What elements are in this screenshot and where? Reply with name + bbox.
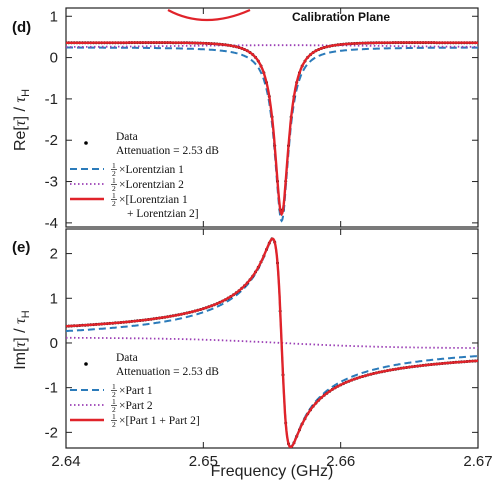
y-tick-label: -1 [45, 91, 58, 108]
legend-series-label: ×Lorentzian 1 [119, 164, 184, 176]
legend-fraction-numerator: 1 [112, 382, 116, 391]
panel-d-curves [66, 41, 478, 223]
legend-fraction-numerator: 1 [112, 412, 116, 421]
legend-fraction-denominator: 2 [112, 390, 116, 399]
y-tick-label: -1 [45, 380, 58, 397]
x-tick-label: 2.67 [463, 453, 492, 470]
panel-e-curves [66, 237, 478, 448]
legend-series-label: ×Part 1 [119, 385, 153, 397]
legend-series-label: ×[Lorentzian 1 [119, 194, 188, 206]
panel-e-y-ticks: 210-1-2 [45, 246, 478, 441]
series-line [66, 237, 478, 448]
y-tick-label: -3 [45, 174, 58, 191]
legend-fraction-denominator: 2 [112, 420, 116, 429]
legend-series-label: ×Part 2 [119, 400, 153, 412]
panel-d-y-ticks: 1 0 -1 -2 -3 -4 [45, 8, 478, 232]
y-tick-label: -2 [45, 132, 58, 149]
legend-data-marker [84, 362, 88, 366]
y-tick-label: 1 [50, 8, 58, 25]
legend-attenuation-label: Attenuation = 2.53 dB [116, 366, 219, 378]
y-tick-label: -4 [45, 215, 58, 232]
calibration-plane-arc-icon [167, 8, 251, 22]
legend-data-label: Data [116, 352, 138, 364]
panel-e-x-ticks: 2.64 2.65 2.66 2.67 [51, 229, 493, 470]
x-tick-label: 2.64 [51, 453, 80, 470]
panel-d-y-axis-label: Re[τ] / τH [12, 89, 32, 151]
y-tick-label: 2 [50, 246, 58, 263]
legend-fraction-denominator: 2 [112, 184, 116, 193]
panel-e-chart: (e) 210-1-2 2.64 2.65 2.66 2.67 Im[τ] / τH … [12, 228, 493, 480]
series-line [66, 336, 478, 349]
y-tick-label: -2 [45, 424, 58, 441]
legend-fraction-numerator: 1 [112, 176, 116, 185]
calibration-plane-label: Calibration Plane [292, 10, 390, 24]
legend-fraction-denominator: 2 [112, 405, 116, 414]
x-tick-label: 2.65 [189, 453, 218, 470]
legend-data-label: Data [116, 131, 138, 143]
legend-fraction-denominator: 2 [112, 199, 116, 208]
y-tick-label: 0 [50, 335, 58, 352]
legend-series-label: ×Lorentzian 2 [119, 179, 184, 191]
legend-attenuation-label: Attenuation = 2.53 dB [116, 145, 219, 157]
legend-fraction-numerator: 1 [112, 397, 116, 406]
panel-e-label: (e) [12, 239, 30, 256]
legend-fraction-numerator: 1 [112, 161, 116, 170]
panel-d-x-ticks [65, 8, 479, 227]
series-line [66, 41, 478, 217]
y-tick-label: 0 [50, 50, 58, 67]
legend-fraction-numerator: 1 [112, 191, 116, 200]
legend-data-marker [84, 141, 88, 145]
panel-d-frame [65, 7, 479, 228]
legend-series-label-cont: + Lorentzian 2] [127, 208, 199, 220]
legend-fraction-denominator: 2 [112, 169, 116, 178]
panel-e-y-axis-label: Im[τ] / τH [12, 310, 32, 369]
x-axis-label: Frequency (GHz) [211, 463, 334, 480]
panel-d-chart: (d) 1 0 -1 -2 -3 -4 Re[τ] / τH Data Attenuatio… [12, 7, 479, 232]
x-tick-label: 2.66 [326, 453, 355, 470]
legend-series-label: ×[Part 1 + Part 2] [119, 415, 200, 427]
series-line [66, 44, 478, 48]
panel-d-label: (d) [12, 19, 31, 36]
y-tick-label: 1 [50, 290, 58, 307]
